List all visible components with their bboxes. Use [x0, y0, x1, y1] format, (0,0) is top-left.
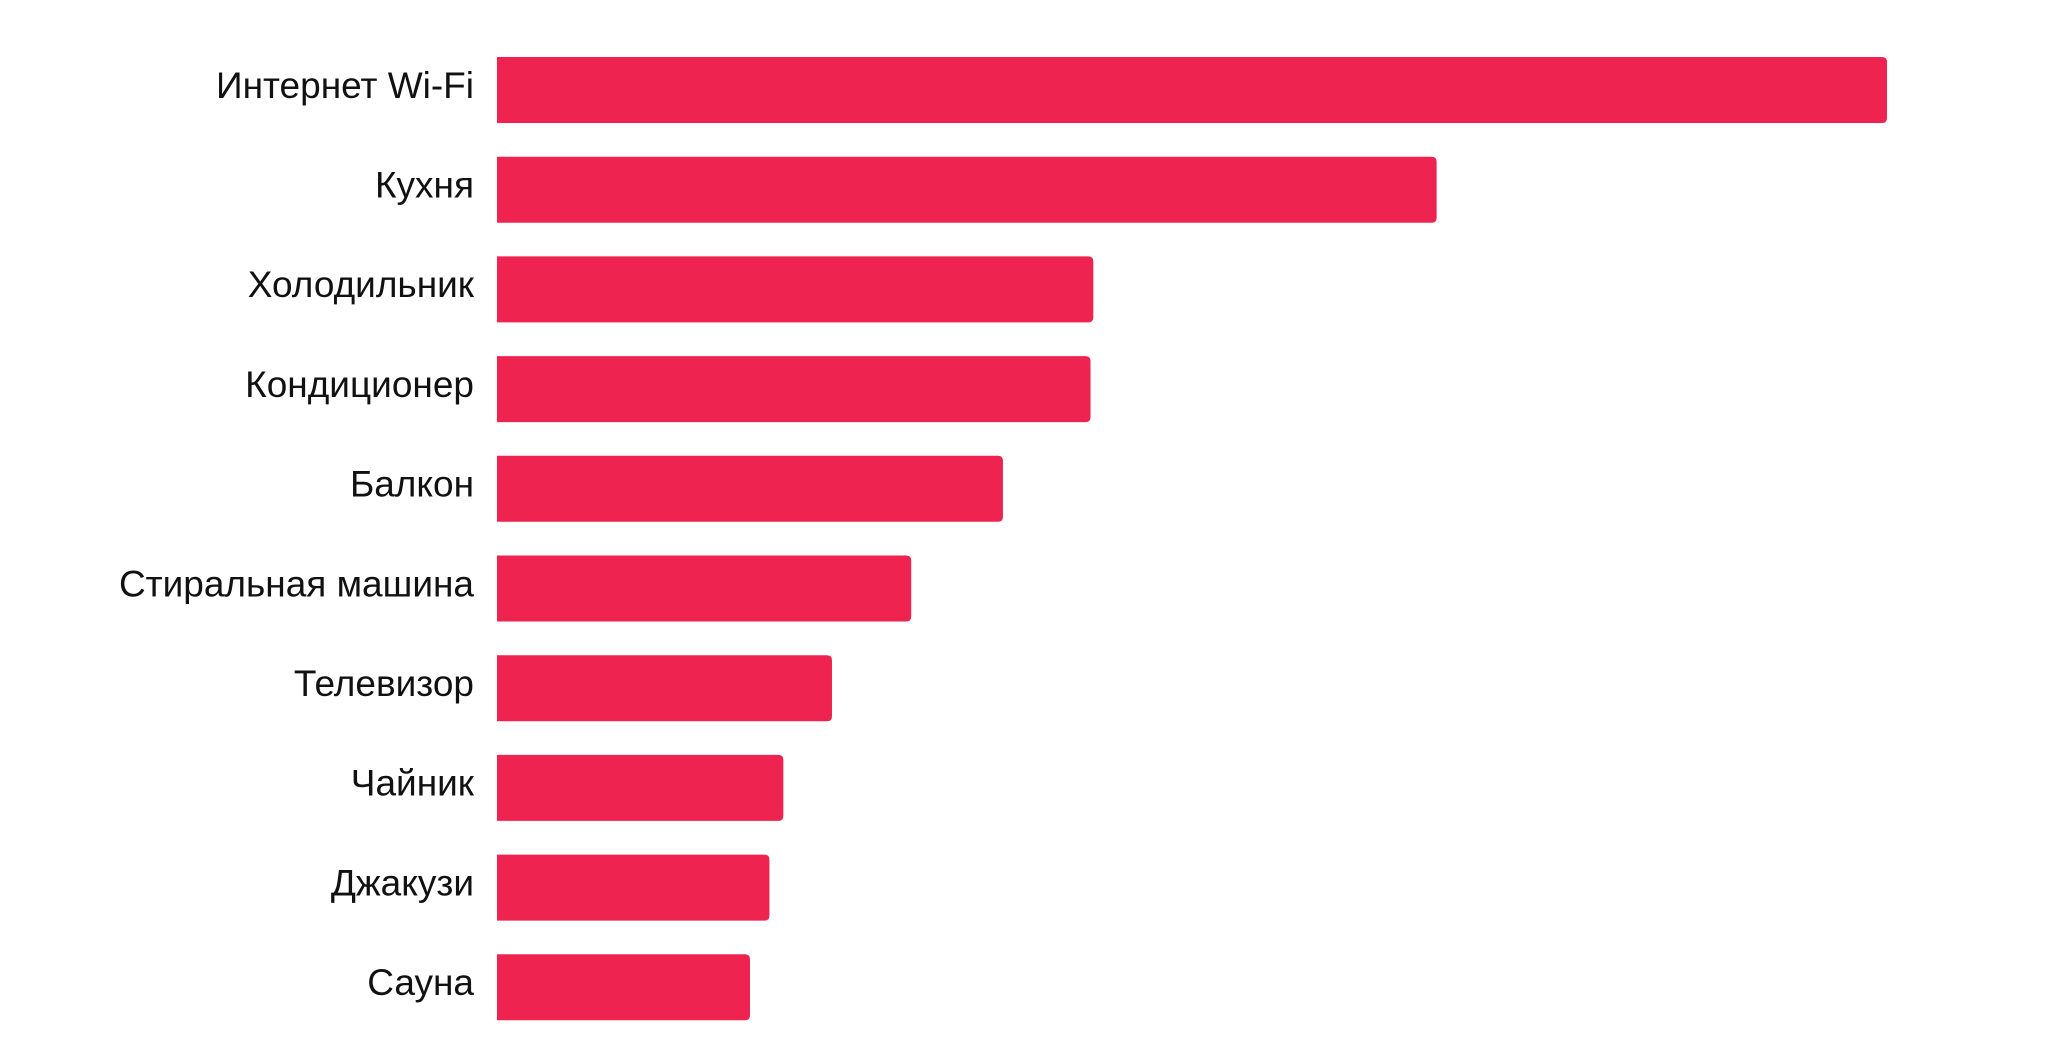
bar-group: Телевизор — [294, 655, 832, 722]
category-label: Кухня — [375, 164, 474, 205]
bar — [497, 256, 1094, 323]
category-label: Интернет Wi-Fi — [216, 65, 474, 106]
category-label: Кондиционер — [245, 364, 474, 405]
category-label: Телевизор — [294, 663, 474, 704]
category-label: Сауна — [367, 962, 474, 1003]
bar-group: Джакузи — [331, 854, 770, 921]
bar — [497, 455, 1003, 522]
category-label: Балкон — [350, 464, 474, 505]
bar — [497, 57, 1887, 123]
bar — [497, 356, 1091, 423]
bar-group: Сауна — [367, 954, 750, 1021]
bar-group: Кухня — [375, 156, 1437, 223]
bar — [497, 655, 832, 722]
bar-group: Кондиционер — [245, 356, 1091, 423]
bar — [497, 754, 784, 821]
bar-group: Чайник — [351, 754, 784, 821]
category-label: Холодильник — [248, 264, 475, 305]
bar-group: Холодильник — [248, 256, 1094, 323]
bar — [497, 854, 770, 921]
bar-group: Интернет Wi-Fi — [216, 57, 1887, 123]
bar — [497, 954, 750, 1021]
bar — [497, 555, 912, 622]
bar-group: Балкон — [350, 455, 1003, 522]
bar — [497, 156, 1437, 223]
bar-group: Стиральная машина — [119, 555, 912, 622]
category-label: Джакузи — [331, 862, 474, 903]
category-label: Стиральная машина — [119, 563, 474, 604]
category-label: Чайник — [351, 763, 475, 804]
